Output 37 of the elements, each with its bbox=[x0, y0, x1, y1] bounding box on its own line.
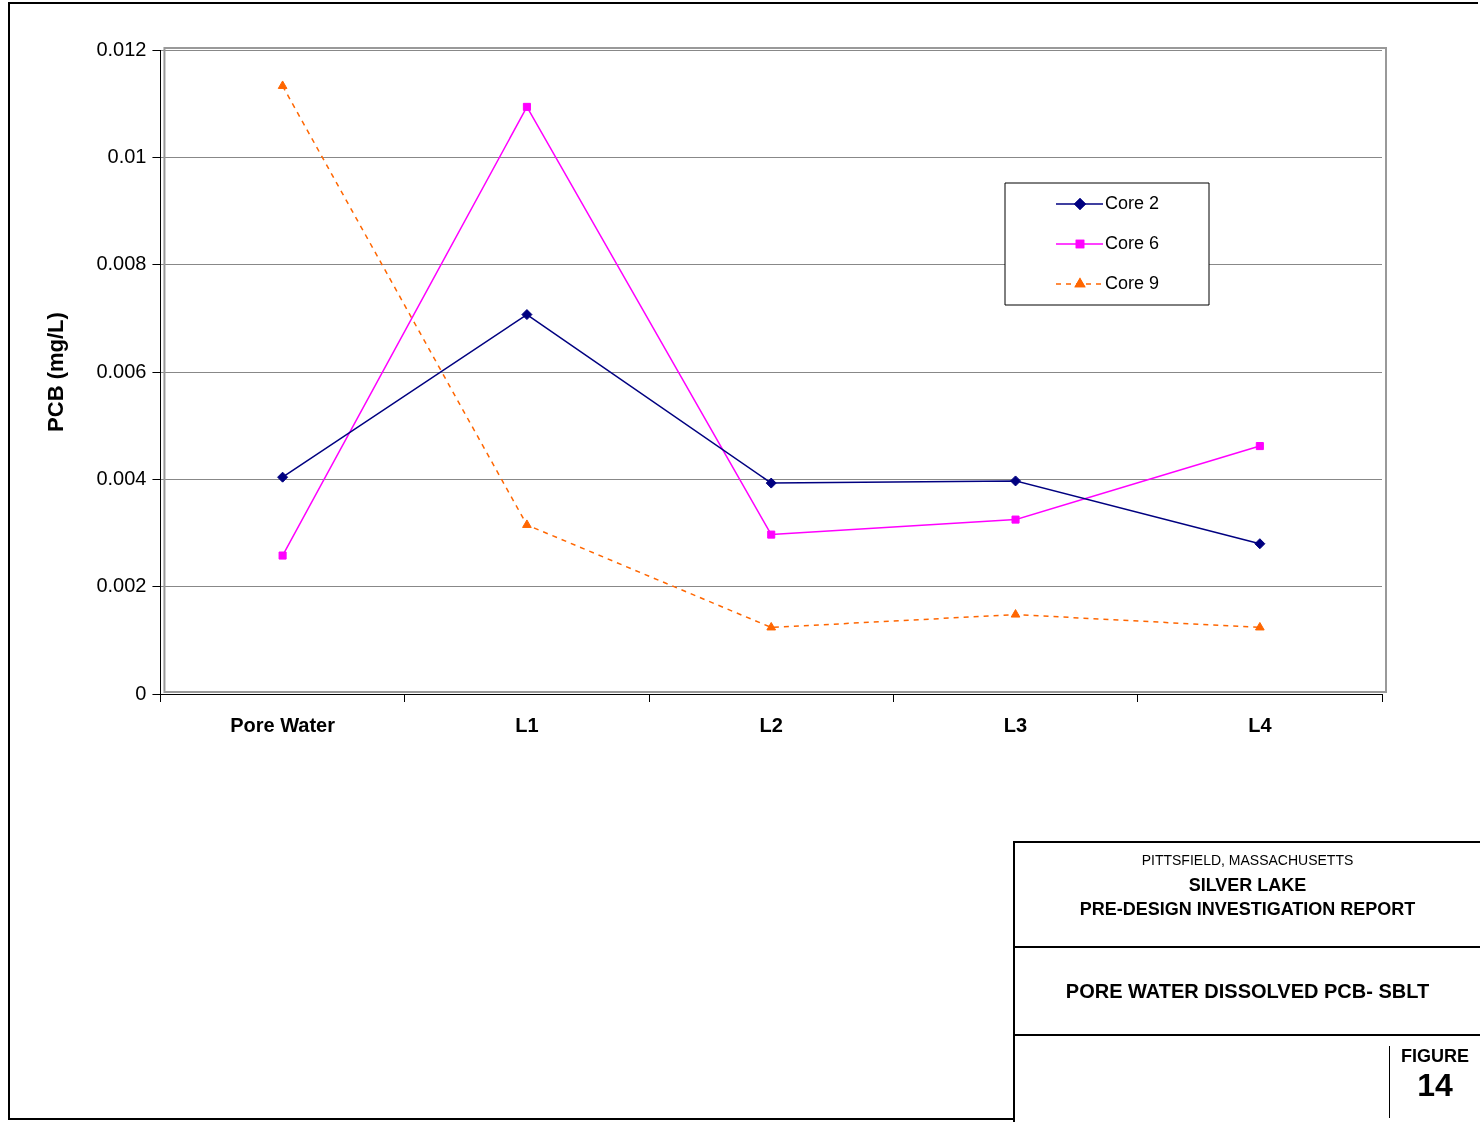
x-tick-label: L4 bbox=[1248, 713, 1273, 736]
y-tick-label: 0.01 bbox=[107, 144, 147, 167]
y-axis-title: PCB (mg/L) bbox=[43, 312, 69, 432]
point bbox=[1011, 515, 1020, 524]
point bbox=[521, 309, 533, 321]
point bbox=[278, 551, 287, 560]
x-tick-label: Pore Water bbox=[230, 713, 336, 736]
y-tick-label: 0.004 bbox=[96, 466, 147, 489]
text: FIGURE bbox=[1400, 1046, 1470, 1067]
x-tick-label: L1 bbox=[515, 713, 539, 736]
point bbox=[1254, 538, 1266, 550]
text: PORE WATER DISSOLVED PCB- SBLT bbox=[1015, 948, 1480, 1036]
point bbox=[766, 621, 777, 631]
y-tick-label: 0.002 bbox=[96, 574, 147, 597]
legend-label: Core 6 bbox=[1105, 232, 1160, 253]
legend-label: Core 9 bbox=[1105, 272, 1160, 293]
point bbox=[277, 80, 288, 89]
point bbox=[1010, 609, 1021, 618]
text: PRE-DESIGN INVESTIGATION REPORT bbox=[1078, 898, 1417, 921]
point bbox=[1255, 621, 1265, 631]
legend-label: Core 2 bbox=[1105, 192, 1160, 213]
text: 14 bbox=[1416, 1067, 1454, 1104]
text: SILVER LAKE bbox=[1187, 874, 1308, 897]
point bbox=[522, 519, 532, 528]
point bbox=[765, 477, 777, 489]
y-tick-label: 0.008 bbox=[96, 252, 147, 275]
point bbox=[767, 530, 776, 539]
y-tick-label: 0.012 bbox=[96, 37, 147, 60]
point bbox=[522, 102, 531, 111]
y-tick-label: 0.006 bbox=[96, 359, 147, 382]
text: PITTSFIELD, MASSACHUSETTS bbox=[1140, 851, 1355, 870]
point bbox=[277, 471, 289, 483]
point bbox=[1255, 442, 1264, 451]
x-tick-label: L3 bbox=[1003, 713, 1028, 736]
x-tick-label: L2 bbox=[759, 713, 783, 736]
point bbox=[1010, 475, 1022, 487]
y-tick-label: 0 bbox=[135, 681, 147, 704]
